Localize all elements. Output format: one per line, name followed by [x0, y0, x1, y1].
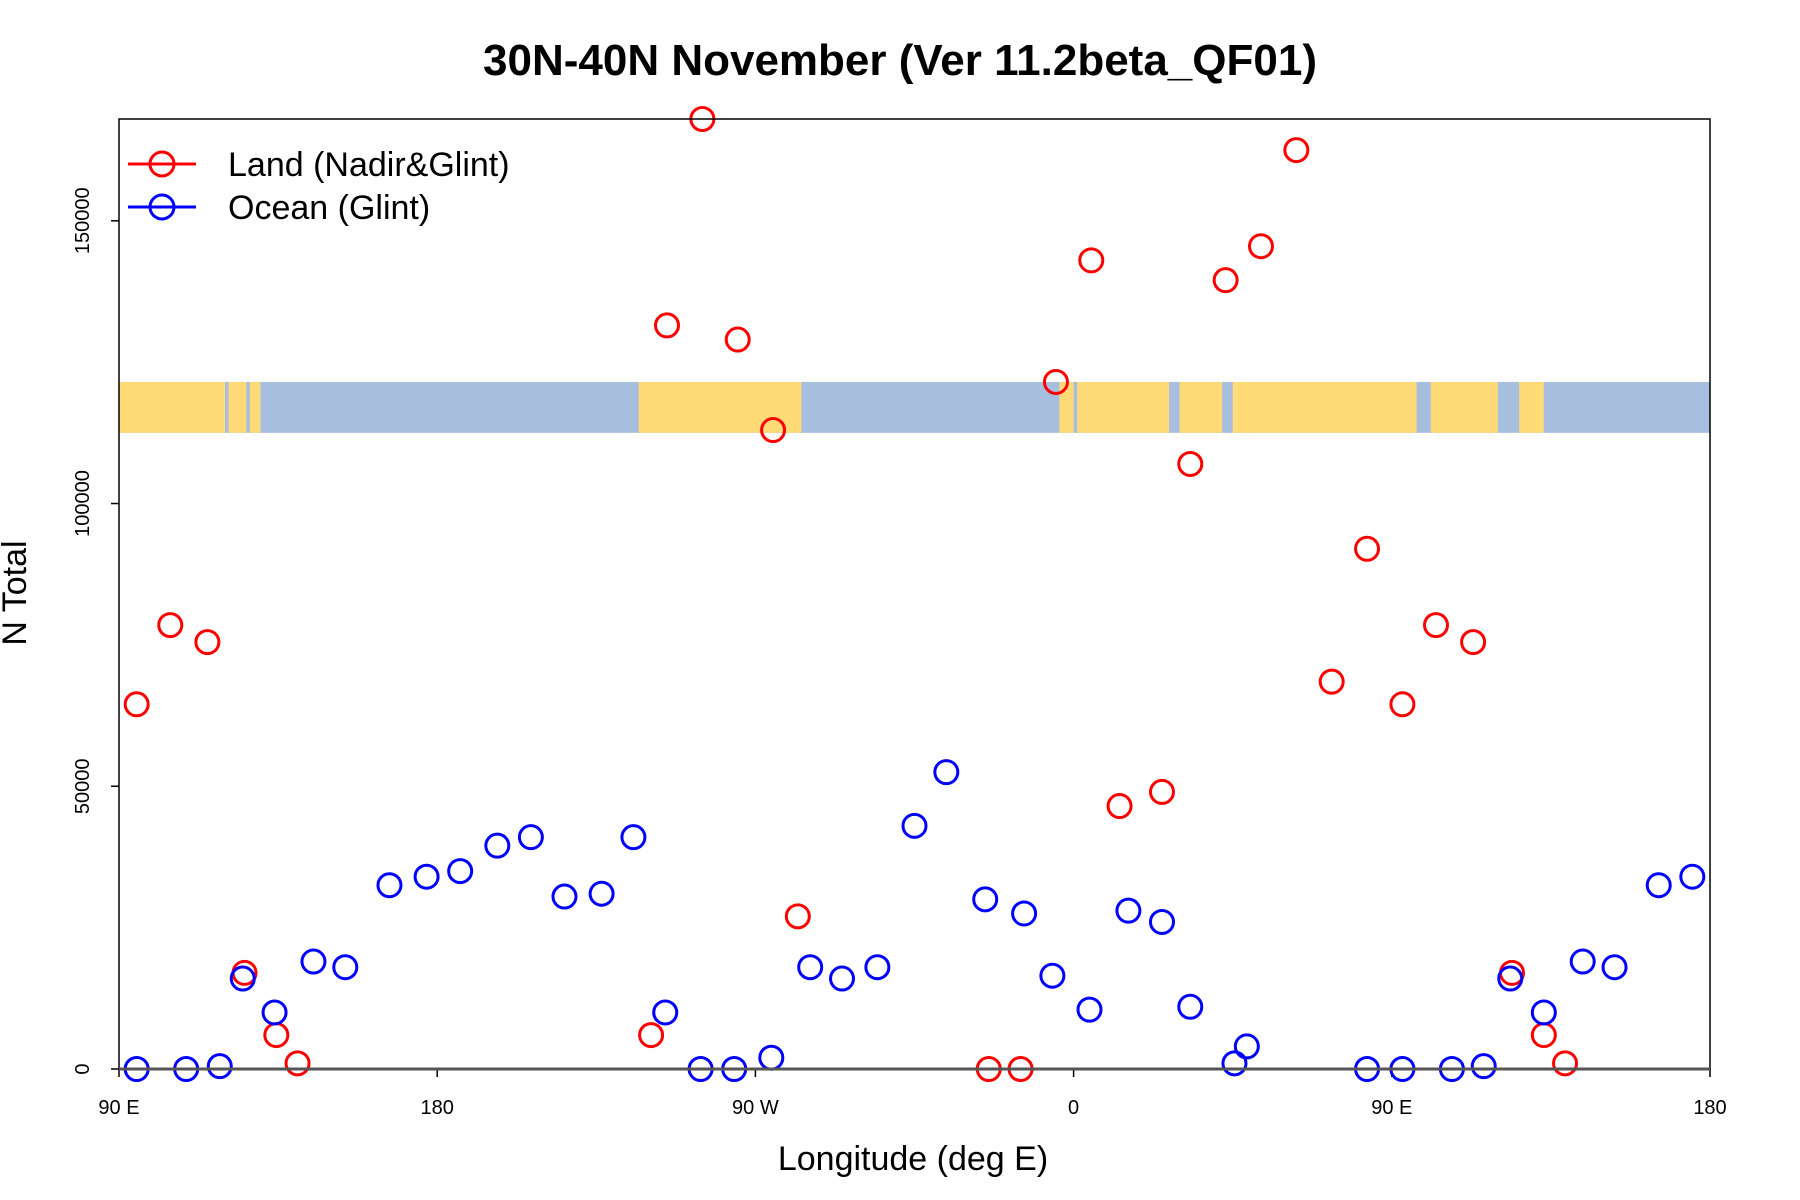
y-tick-label-1: 50000 [72, 758, 94, 814]
ocean-point-32 [1233, 1033, 1260, 1060]
land-point-14 [1042, 368, 1069, 395]
legend-label-land: Land (Nadir&Glint) [228, 146, 510, 184]
ocean-point-25 [1011, 900, 1038, 927]
ocean-point-39 [1569, 948, 1596, 975]
map-land-region-8 [1430, 381, 1498, 433]
land-point-18 [1177, 450, 1204, 477]
ocean-point-30 [1177, 993, 1204, 1020]
ocean-point-14 [620, 824, 647, 851]
land-point-17 [1148, 778, 1175, 805]
y-tick-label-0: 0 [72, 1063, 94, 1074]
x-tick-label-5: 180 [1693, 1097, 1726, 1119]
ocean-point-12 [551, 883, 578, 910]
land-point-5 [284, 1050, 311, 1077]
x-tick-label-4: 90 E [1371, 1097, 1412, 1119]
ocean-point-7 [376, 872, 403, 899]
ocean-point-21 [864, 954, 891, 981]
land-point-28 [1530, 1022, 1557, 1049]
land-point-29 [1552, 1050, 1579, 1077]
map-land-region-9 [1519, 381, 1544, 433]
map-land-region-4 [1059, 381, 1074, 433]
ocean-point-20 [829, 965, 856, 992]
land-point-2 [194, 629, 221, 656]
plot-frame [118, 118, 1711, 1070]
y-tick-label-3: 150000 [72, 187, 94, 254]
ocean-point-19 [797, 954, 824, 981]
ocean-point-36 [1470, 1053, 1497, 1080]
legend-marker-land [148, 150, 176, 178]
ocean-point-15 [652, 999, 679, 1026]
land-point-24 [1389, 691, 1416, 718]
land-point-22 [1318, 668, 1345, 695]
map-land-region-1 [228, 381, 247, 433]
land-point-23 [1354, 535, 1381, 562]
data-points [123, 106, 1706, 1082]
ocean-point-22 [901, 812, 928, 839]
ocean-point-40 [1601, 954, 1628, 981]
ocean-point-6 [332, 954, 359, 981]
chart-title: 30N-40N November (Ver 11.2beta_QF01) [483, 36, 1317, 85]
x-tick-label-2: 90 W [732, 1097, 779, 1119]
ocean-point-37 [1497, 965, 1524, 992]
land-point-16 [1106, 793, 1133, 820]
map-land-region-0 [119, 381, 226, 433]
ocean-point-29 [1148, 908, 1175, 935]
ocean-point-28 [1115, 897, 1142, 924]
ocean-point-8 [413, 863, 440, 890]
ocean-point-13 [588, 880, 615, 907]
map-land-region-5 [1077, 381, 1170, 433]
ocean-point-10 [484, 832, 511, 859]
ocean-point-18 [758, 1044, 785, 1071]
land-point-1 [157, 612, 184, 639]
x-tick-label-3: 0 [1068, 1097, 1079, 1119]
land-point-21 [1283, 137, 1310, 164]
land-point-9 [724, 326, 751, 353]
y-axis: 0 50000 100000 150000 [72, 187, 119, 1075]
land-point-20 [1247, 233, 1274, 260]
y-axis-label: N Total [0, 540, 34, 645]
ocean-point-26 [1039, 962, 1066, 989]
map-land-region-3 [638, 381, 802, 433]
ocean-point-2 [206, 1053, 233, 1080]
y-tick-label-2: 100000 [72, 470, 94, 537]
ocean-point-38 [1530, 999, 1557, 1026]
legend-marker-ocean [148, 193, 176, 221]
land-point-10 [760, 417, 787, 444]
x-tick-label-1: 180 [421, 1097, 454, 1119]
legend-entry-ocean: Ocean (Glint) [128, 189, 430, 227]
legend: Land (Nadir&Glint) Ocean (Glint) [128, 146, 510, 227]
map-land-region-2 [249, 381, 261, 433]
ocean-point-41 [1645, 872, 1672, 899]
land-point-25 [1422, 612, 1449, 639]
ocean-point-5 [300, 948, 327, 975]
ocean-point-27 [1076, 996, 1103, 1023]
land-point-19 [1212, 267, 1239, 294]
land-point-0 [123, 691, 150, 718]
map-land-region-6 [1179, 381, 1223, 433]
map-land-region-7 [1232, 381, 1417, 433]
land-point-7 [654, 312, 681, 339]
ocean-point-4 [261, 999, 288, 1026]
x-axis-label: Longitude (deg E) [778, 1140, 1048, 1178]
land-point-11 [784, 903, 811, 930]
ocean-point-31 [1221, 1050, 1248, 1077]
legend-label-ocean: Ocean (Glint) [228, 189, 430, 227]
x-tick-label-0: 90 E [98, 1097, 139, 1119]
ocean-point-24 [972, 886, 999, 913]
land-point-4 [263, 1022, 290, 1049]
ocean-point-3 [229, 965, 256, 992]
land-point-15 [1078, 247, 1105, 274]
ocean-point-23 [933, 759, 960, 786]
world-map-strip [119, 381, 1710, 433]
ocean-point-42 [1679, 863, 1706, 890]
ocean-point-11 [517, 824, 544, 851]
land-point-26 [1460, 629, 1487, 656]
ocean-point-9 [447, 858, 474, 885]
land-point-6 [638, 1022, 665, 1049]
legend-entry-land: Land (Nadir&Glint) [128, 146, 510, 184]
